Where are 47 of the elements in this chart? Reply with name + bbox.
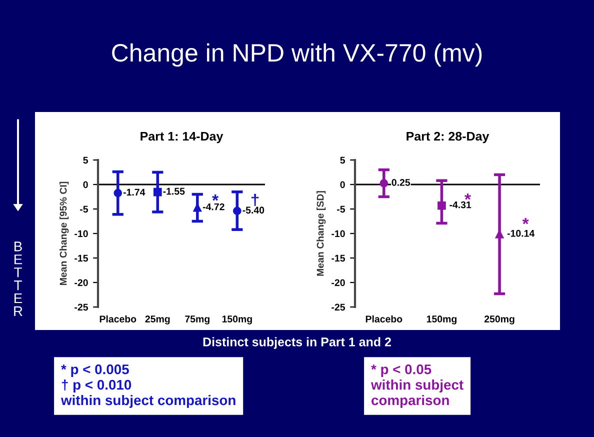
y-tick-label: 5: [83, 156, 88, 164]
text: Change in NPD with VX-770 (mv): [112, 43, 482, 67]
y-tick-label: -5: [80, 206, 88, 213]
x-tick-label: 25mg: [145, 316, 170, 324]
data-label: -4.72: [202, 203, 224, 210]
point: [153, 188, 162, 196]
annotation: *: [212, 194, 219, 201]
data-label: -1.55: [163, 188, 185, 195]
y-tick-label: -10: [74, 230, 88, 238]
y-tick-label: -5: [337, 206, 346, 213]
y-tick-label: -20: [332, 279, 345, 286]
x-tick-label: Placebo: [100, 315, 136, 322]
text: BETTER: [14, 242, 22, 316]
data-label: -5.40: [242, 206, 264, 214]
y-tick-label: 0: [340, 181, 345, 188]
y-tick-label: -25: [332, 304, 346, 311]
y-axis-title: Mean Change [SD]: [316, 191, 326, 276]
y-tick-label: -10: [332, 230, 345, 238]
y-tick-label: 0: [83, 181, 88, 188]
point: [380, 179, 388, 188]
y-tick-label: 5: [340, 156, 346, 164]
x-tick-label: 75mg: [185, 316, 210, 324]
y-tick-label: -25: [74, 304, 88, 311]
x-tick-label: 150mg: [426, 316, 456, 324]
chart-title: Part 2: 28-Day: [406, 132, 490, 144]
data-label: -10.14: [507, 230, 535, 237]
point: [233, 206, 242, 216]
text: * p < 0.005 † p < 0.010 within subject comparison: [60, 364, 236, 408]
point: [495, 230, 504, 238]
x-tick-label: 250mg: [484, 316, 514, 324]
text: Distinct subjects in Part 1 and 2: [203, 337, 391, 349]
annotation: *: [464, 194, 471, 200]
data-label: -4.31: [450, 201, 472, 208]
y-tick-label: -15: [74, 254, 88, 262]
point: [114, 188, 122, 198]
data-label: -1.74: [123, 188, 146, 196]
point: [438, 201, 446, 210]
annotation: †: [252, 194, 259, 208]
annotation: *: [522, 218, 529, 224]
x-tick-label: Placebo: [366, 315, 402, 322]
text: * p < 0.05 within subject comparison: [370, 364, 464, 408]
y-tick-label: -15: [332, 254, 346, 262]
y-axis-title: Mean Change [95% CI]: [60, 182, 69, 285]
data-label: 0.25: [392, 179, 410, 186]
y-tick-label: -20: [74, 279, 88, 286]
x-tick-label: 150mg: [222, 316, 252, 324]
chart-title: Part 1: 14-Day: [140, 132, 224, 144]
